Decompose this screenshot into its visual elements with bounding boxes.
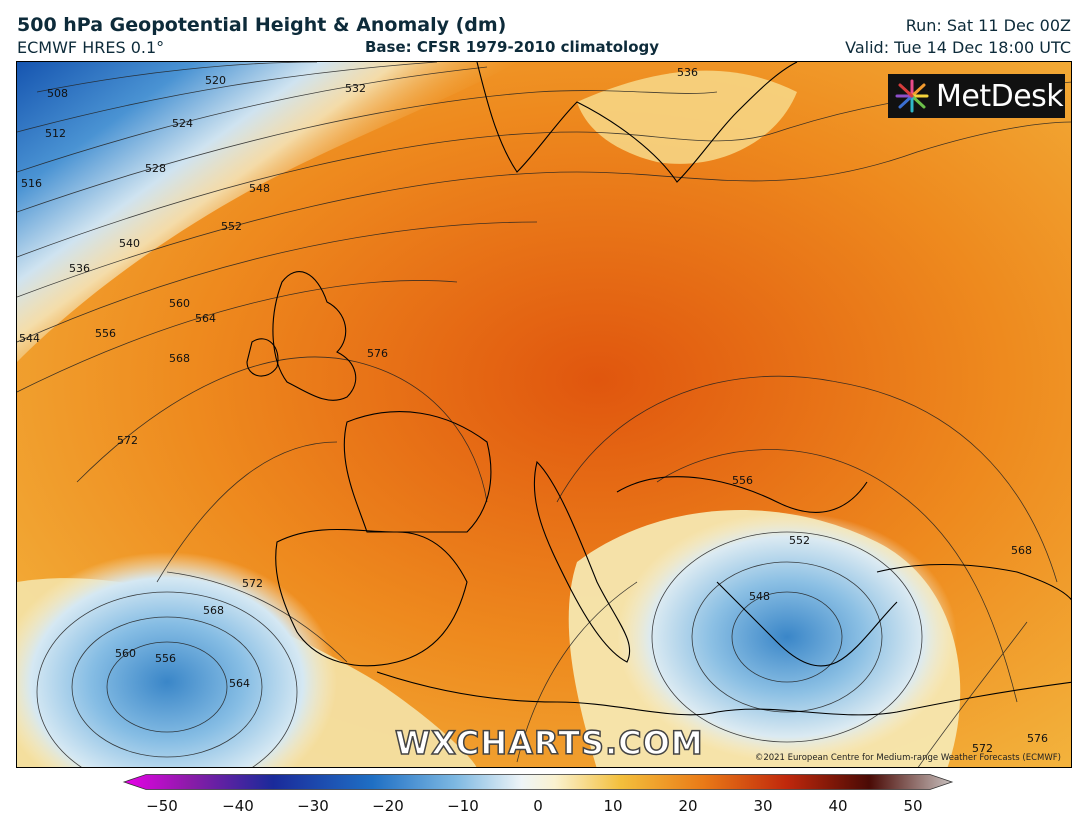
coast-iberia [275, 528, 468, 667]
metdesk-logo: MetDesk [888, 74, 1065, 118]
climatology-base-label: Base: CFSR 1979-2010 climatology [365, 38, 660, 56]
model-label: ECMWF HRES 0.1° [17, 38, 165, 57]
contour-label: 516 [21, 177, 42, 190]
contour-label: 536 [677, 66, 698, 79]
valid-time-label: Valid: Tue 14 Dec 18:00 UTC [845, 38, 1071, 57]
positive-weak-north [577, 70, 797, 164]
copyright-notice: ©2021 European Centre for Medium-range W… [754, 753, 1061, 763]
contour-label: 576 [1027, 732, 1048, 745]
negative-anomaly-greece-low [617, 512, 957, 762]
coast-france [343, 411, 492, 533]
contour-label: 520 [205, 74, 226, 87]
coast-britain [272, 271, 357, 401]
contour-label: 556 [95, 327, 116, 340]
coast-greece [716, 581, 898, 667]
negative-anomaly-northwest [17, 62, 517, 362]
contour-label: 544 [19, 332, 40, 345]
run-time-label: Run: Sat 11 Dec 00Z [905, 16, 1071, 35]
contour-label: 560 [169, 297, 190, 310]
metdesk-logo-text: MetDesk [936, 78, 1064, 114]
contour-label: 564 [195, 312, 216, 325]
contour-label: 576 [367, 347, 388, 360]
chart-title: 500 hPa Geopotential Height & Anomaly (d… [17, 14, 507, 36]
colorbar-gradient [122, 774, 954, 790]
colorbar-tick: −10 [447, 797, 479, 815]
contour-label: 508 [47, 87, 68, 100]
colorbar-tick: 20 [678, 797, 698, 815]
colorbar-tick: 40 [828, 797, 848, 815]
contour-label: 568 [1011, 544, 1032, 557]
colorbar-tick: −20 [372, 797, 404, 815]
anomaly-map: 508 512 516 520 524 528 532 536 540 544 … [16, 61, 1072, 768]
contour-label: 512 [45, 127, 66, 140]
contour-label: 536 [69, 262, 90, 275]
colorbar-tick: 10 [603, 797, 623, 815]
coast-italy [533, 460, 631, 663]
contour-label: 560 [115, 647, 136, 660]
negative-anomaly-atlantic-low [17, 552, 337, 767]
contour-labels: 508 512 516 520 524 528 532 536 540 544 … [19, 66, 1048, 755]
colorbar-tick: −30 [297, 797, 329, 815]
contour-label: 556 [155, 652, 176, 665]
wxcharts-watermark: WXCHARTS.COM [394, 723, 704, 763]
height-contours [17, 62, 1071, 767]
contour-label: 552 [221, 220, 242, 233]
contour-label: 556 [732, 474, 753, 487]
coast-scandinavia [476, 62, 798, 183]
colorbar-tick: −50 [146, 797, 178, 815]
contour-label: 552 [789, 534, 810, 547]
coast-north-africa [376, 671, 1071, 716]
contour-label: 564 [229, 677, 250, 690]
metdesk-logo-icon [895, 79, 929, 113]
contour-label: 572 [972, 742, 993, 755]
anomaly-colorbar [122, 774, 954, 790]
contour-label: 532 [345, 82, 366, 95]
coast-turkey [876, 563, 1071, 601]
map-canvas: 508 512 516 520 524 528 532 536 540 544 … [17, 62, 1071, 767]
coast-ireland [246, 338, 279, 377]
contour-label: 548 [749, 590, 770, 603]
contour-label: 572 [117, 434, 138, 447]
contour-label: 568 [169, 352, 190, 365]
contour-label: 528 [145, 162, 166, 175]
colorbar-tick: −40 [222, 797, 254, 815]
coastlines [246, 62, 1071, 716]
colorbar-tick: 0 [533, 797, 543, 815]
contour-label: 540 [119, 237, 140, 250]
contour-label: 568 [203, 604, 224, 617]
contour-label: 524 [172, 117, 193, 130]
colorbar-tick: 50 [903, 797, 923, 815]
contour-label: 548 [249, 182, 270, 195]
contour-label: 572 [242, 577, 263, 590]
coast-black-sea [616, 476, 868, 513]
colorbar-tick: 30 [753, 797, 773, 815]
